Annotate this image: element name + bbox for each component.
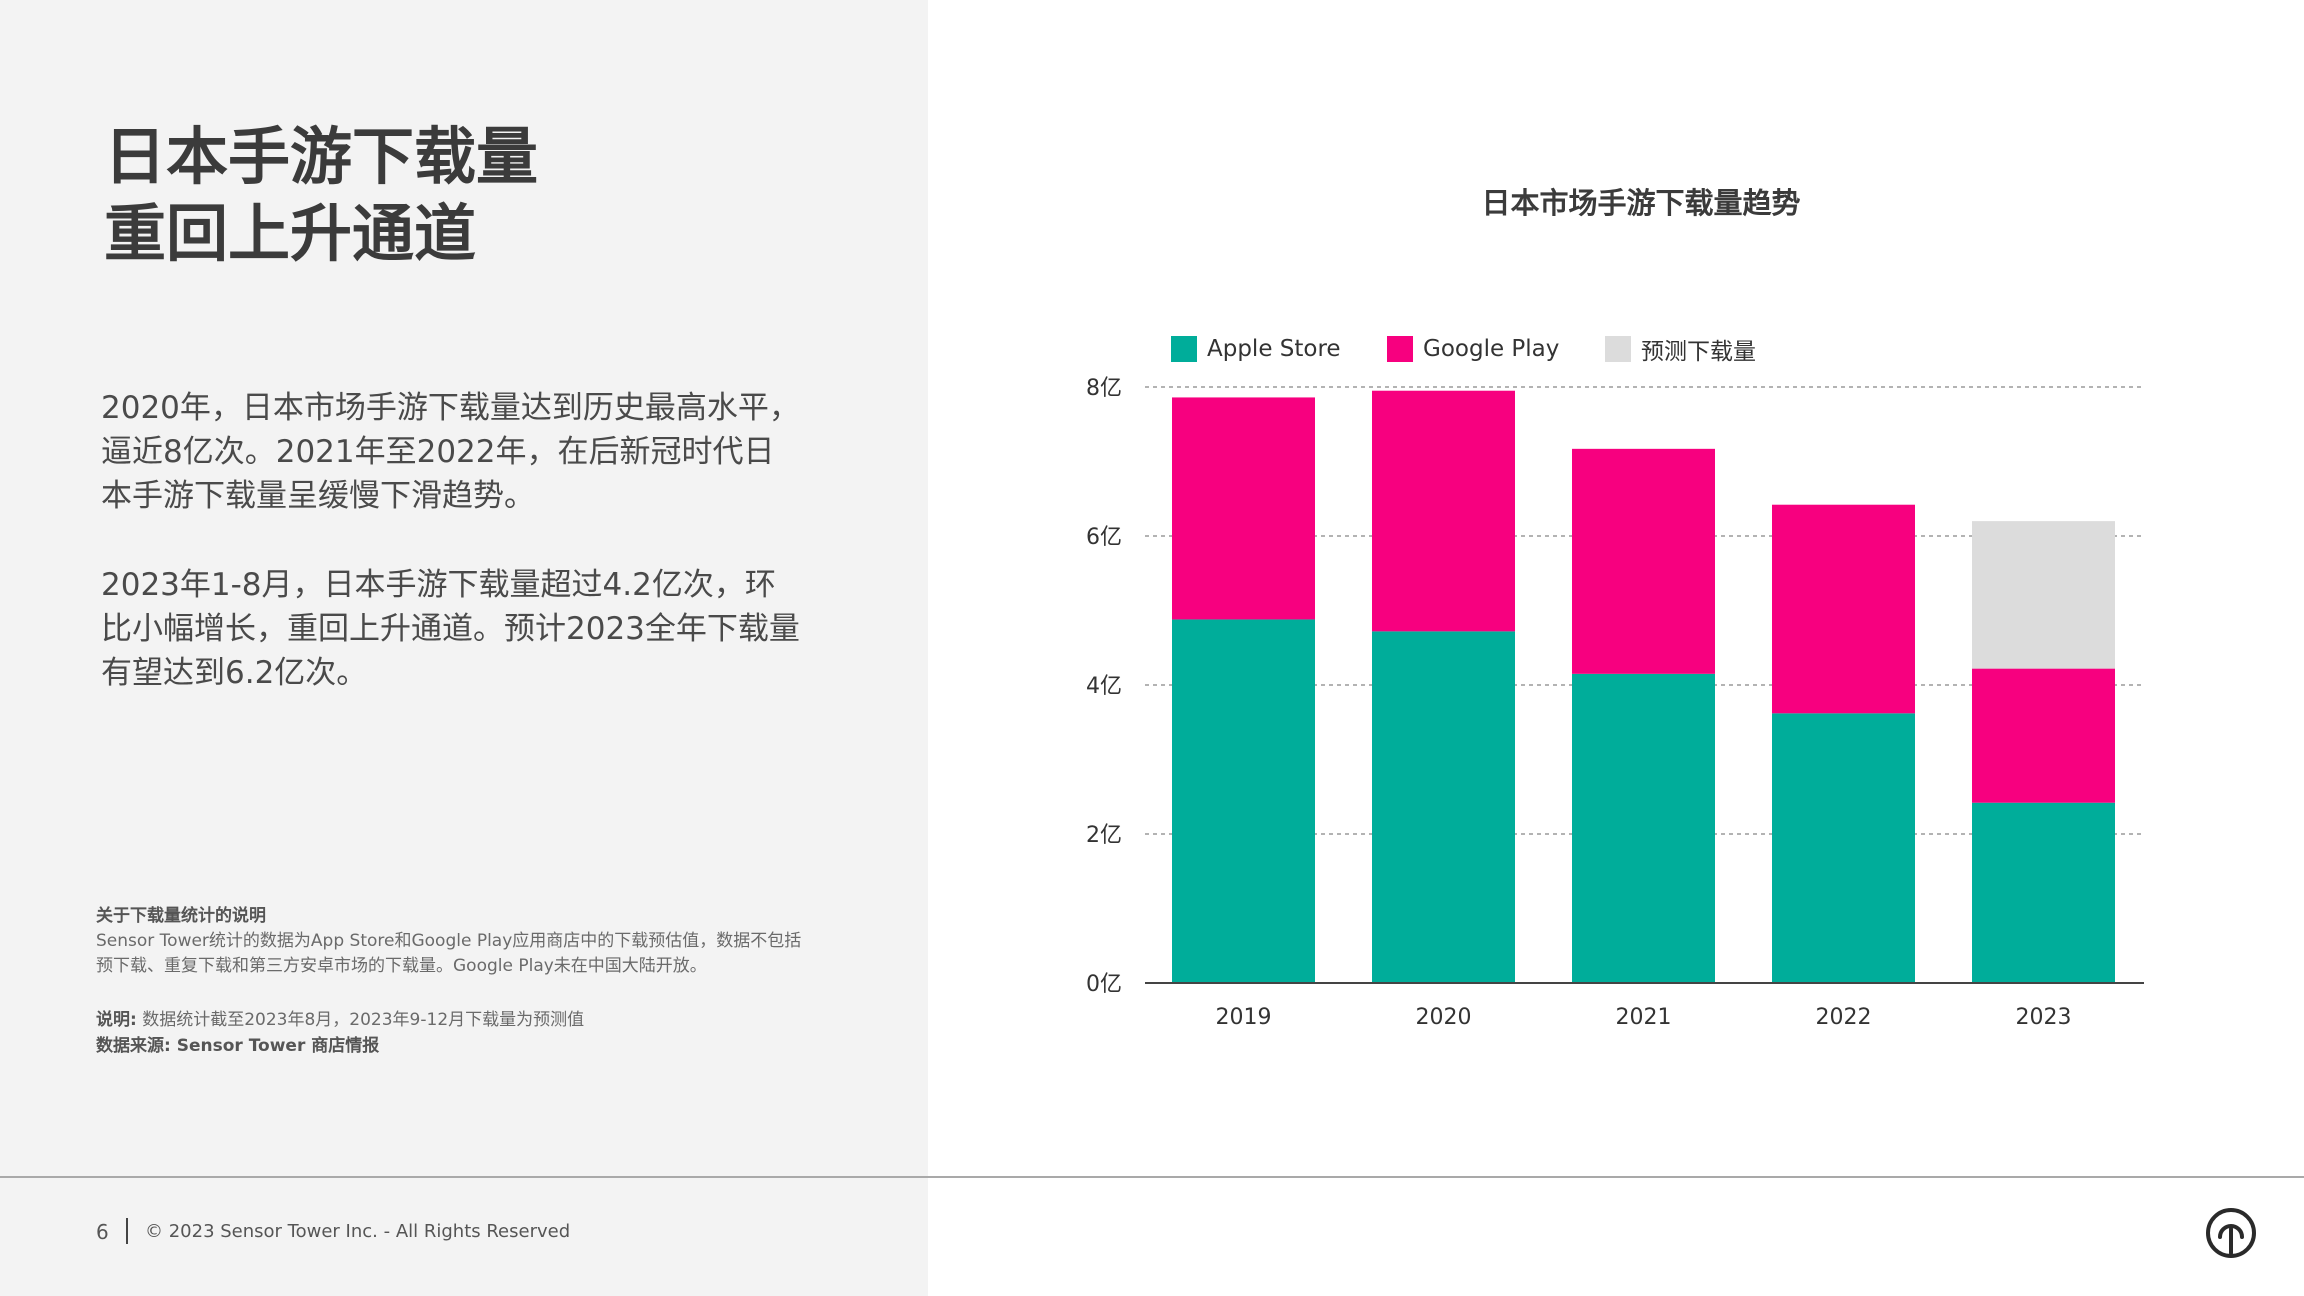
note-source: 数据来源: Sensor Tower 商店情报 <box>96 1036 380 1056</box>
x-tick-label: 2019 <box>1216 1005 1272 1030</box>
bar-2019-apple-store <box>1172 619 1315 983</box>
bar-2021-apple-store <box>1572 673 1715 983</box>
y-tick-label: 0亿 <box>1086 972 1122 997</box>
page-headline: 日本手游下载量 重回上升通道 <box>104 118 538 272</box>
note-explain: 说明: 数据统计截至2023年8月，2023年9-12月下载量为预测值 <box>96 1008 816 1033</box>
footer-divider <box>0 1176 2304 1178</box>
summary-paragraph-1: 2020年，日本市场手游下载量达到历史最高水平，逼近8亿次。2021年至2022… <box>101 390 800 514</box>
chart-title: 日本市场手游下载量趋势 <box>1481 186 1801 220</box>
bar-2020-google-play <box>1372 390 1515 632</box>
headline-line-1: 日本手游下载量 <box>104 120 539 193</box>
bar-2023-apple-store <box>1972 802 2115 983</box>
note-explain-label: 说明: <box>96 1010 137 1030</box>
headline-line-2: 重回上升通道 <box>104 197 477 270</box>
note-explain-text: 数据统计截至2023年8月，2023年9-12月下载量为预测值 <box>142 1010 585 1030</box>
legend-label-forecast: 预测下载量 <box>1641 339 1756 365</box>
left-panel: 日本手游下载量 重回上升通道 2020年，日本市场手游下载量达到历史最高水平，逼… <box>0 0 928 1296</box>
note-body: Sensor Tower统计的数据为App Store和Google Play应… <box>96 931 802 976</box>
legend-item-apple-store: Apple Store <box>1171 334 1341 364</box>
bar-2021-google-play <box>1572 448 1715 674</box>
legend-label-apple: Apple Store <box>1207 336 1341 362</box>
bar-2023-google-play <box>1972 668 2115 803</box>
bar-2022-apple-store <box>1772 713 1915 983</box>
bar-2020-apple-store <box>1372 631 1515 983</box>
summary-paragraph-2: 2023年1-8月，日本手游下载量超过4.2亿次，环比小幅增长，重回上升通道。预… <box>101 567 800 691</box>
page-number: 6 <box>96 1220 109 1244</box>
stacked-bar-chart: 0亿 2亿 4亿 6亿 8亿 2019 2020 2021 2022 2023 <box>1086 376 2144 1030</box>
y-tick-label: 4亿 <box>1086 674 1122 699</box>
y-tick-label: 8亿 <box>1086 376 1122 401</box>
footer-separator <box>126 1218 128 1244</box>
bar-2022-google-play <box>1772 504 1915 714</box>
bar-2023-预测下载量 <box>1972 521 2115 669</box>
y-tick-label: 6亿 <box>1086 525 1122 550</box>
legend-swatch-google <box>1387 336 1413 362</box>
legend-item-google-play: Google Play <box>1387 334 1559 364</box>
legend-swatch-apple <box>1171 336 1197 362</box>
legend-label-google: Google Play <box>1423 336 1560 362</box>
legend-item-forecast: 预测下载量 <box>1605 334 1756 365</box>
y-tick-label: 2亿 <box>1086 823 1122 848</box>
x-tick-label: 2022 <box>1816 1005 1872 1030</box>
footer-copyright: © 2023 Sensor Tower Inc. - All Rights Re… <box>145 1221 571 1242</box>
x-tick-label: 2021 <box>1616 1005 1672 1030</box>
legend-swatch-forecast <box>1605 336 1631 362</box>
x-tick-label: 2020 <box>1416 1005 1472 1030</box>
x-tick-label: 2023 <box>2016 1005 2072 1030</box>
note-title: 关于下载量统计的说明 <box>96 906 266 926</box>
sensor-tower-logo-icon <box>2206 1208 2256 1258</box>
bar-2019-google-play <box>1172 397 1315 620</box>
